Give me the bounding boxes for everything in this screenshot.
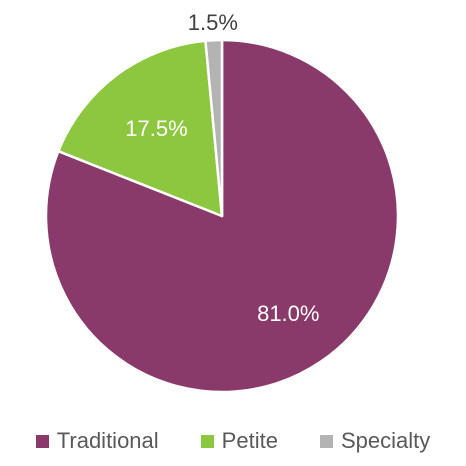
legend: Traditional Petite Specialty bbox=[0, 424, 466, 458]
pie-slice-traditional bbox=[44, 38, 400, 394]
legend-label-traditional: Traditional bbox=[56, 428, 159, 453]
data-label-specialty: 1.5% bbox=[188, 10, 238, 35]
pie-slices bbox=[44, 38, 400, 394]
legend-label-specialty: Specialty bbox=[340, 428, 431, 453]
pie-slice-specialty bbox=[204, 38, 224, 218]
legend-swatch-petite bbox=[200, 434, 214, 448]
data-label-petite: 17.5% bbox=[125, 116, 187, 141]
legend-swatch-specialty bbox=[319, 434, 333, 448]
legend-label-petite: Petite bbox=[221, 428, 278, 453]
legend-item-specialty: Specialty bbox=[319, 428, 431, 454]
legend-item-traditional: Traditional bbox=[35, 428, 159, 454]
legend-swatch-traditional bbox=[35, 434, 49, 448]
data-label-traditional: 81.0% bbox=[257, 301, 319, 326]
pie-data-labels: 81.0% 17.5% 1.5% bbox=[125, 10, 319, 326]
legend-item-petite: Petite bbox=[200, 428, 278, 454]
pie-slice-petite bbox=[57, 39, 224, 218]
